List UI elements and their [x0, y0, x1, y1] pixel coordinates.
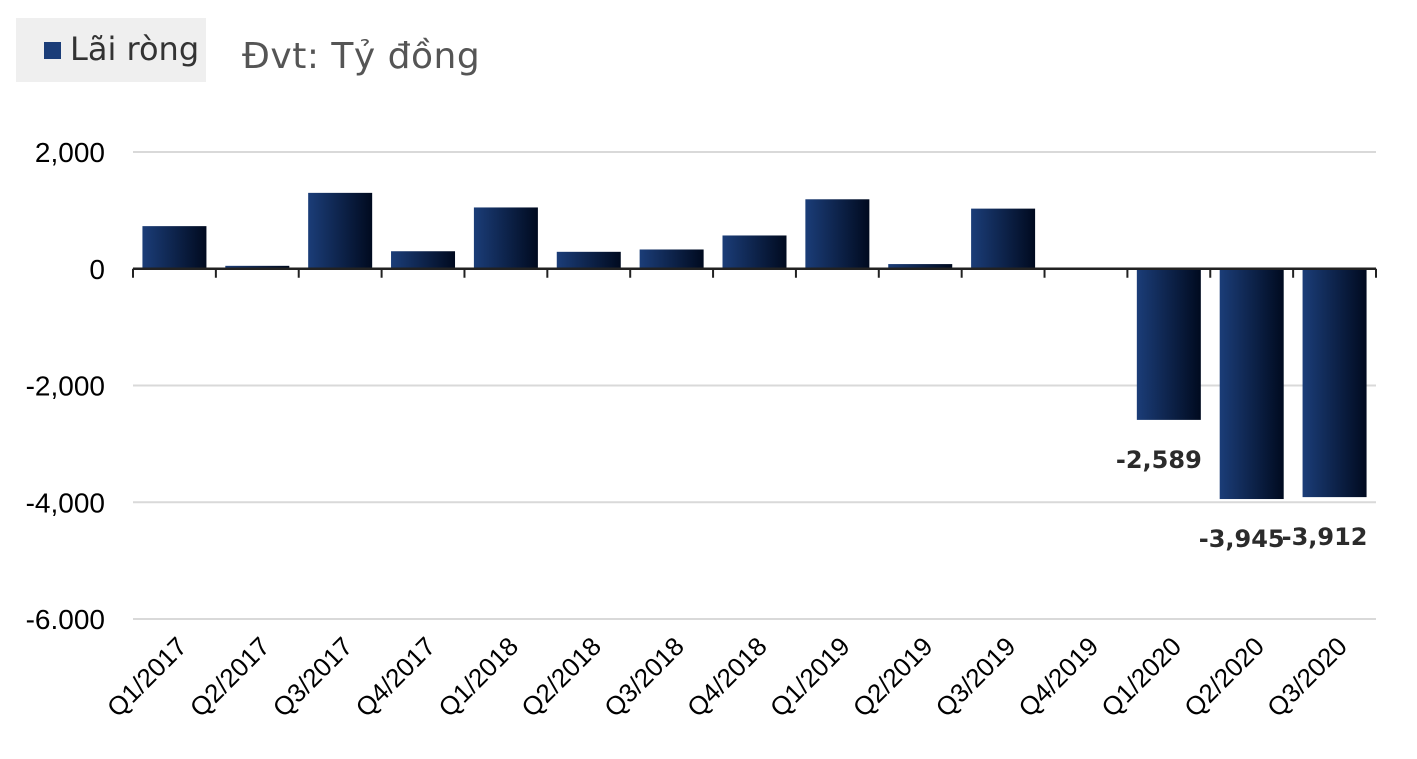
- bar-q1-2018: [473, 207, 538, 269]
- x-tick-label: Q3/2020: [1261, 631, 1353, 723]
- bar-q3-2020: [1302, 268, 1367, 498]
- unit-label: Đvt: Tỷ đồng: [242, 36, 481, 77]
- bar-q2-2020: [1219, 268, 1284, 500]
- x-tick-label: Q4/2017: [350, 631, 442, 723]
- y-tick-label: -2,000: [26, 371, 105, 402]
- bar-q2-2017: [225, 265, 290, 269]
- data-label: -3,945: [1199, 525, 1285, 553]
- bar-q4-2018: [722, 235, 787, 269]
- data-label: -2,589: [1116, 446, 1202, 474]
- bar-q1-2019: [805, 199, 870, 269]
- bar-q1-2020: [1136, 268, 1201, 420]
- x-tick-label: Q1/2018: [432, 631, 524, 723]
- x-tick-label: Q1/2019: [764, 631, 856, 723]
- bar-q2-2019: [888, 264, 953, 269]
- x-tick-label: Q3/2018: [598, 631, 690, 723]
- x-tick-label: Q2/2017: [184, 631, 276, 723]
- x-tick-label: Q3/2019: [930, 631, 1022, 723]
- y-tick-label: -6.000: [26, 604, 105, 635]
- y-tick-label: 2,000: [35, 137, 105, 168]
- x-tick-label: Q2/2020: [1178, 631, 1270, 723]
- y-tick-label: -4,000: [26, 487, 105, 518]
- legend-label: Lãi ròng: [70, 30, 200, 68]
- bar-q2-2018: [556, 251, 621, 269]
- data-label: -3,912: [1282, 523, 1368, 551]
- bar-q3-2019: [971, 208, 1036, 269]
- y-tick-label: 0: [89, 254, 105, 285]
- bar-q3-2017: [308, 192, 373, 269]
- bar-q4-2017: [391, 251, 456, 269]
- x-tick-label: Q4/2018: [681, 631, 773, 723]
- x-tick-label: Q3/2017: [267, 631, 359, 723]
- bar-q1-2017: [142, 226, 207, 269]
- x-tick-label: Q1/2020: [1095, 631, 1187, 723]
- legend-swatch: [44, 42, 61, 59]
- x-tick-label: Q1/2017: [101, 631, 193, 723]
- x-tick-label: Q2/2018: [515, 631, 607, 723]
- x-tick-label: Q2/2019: [847, 631, 939, 723]
- x-tick-label: Q4/2019: [1012, 631, 1104, 723]
- bar-q3-2018: [639, 249, 704, 269]
